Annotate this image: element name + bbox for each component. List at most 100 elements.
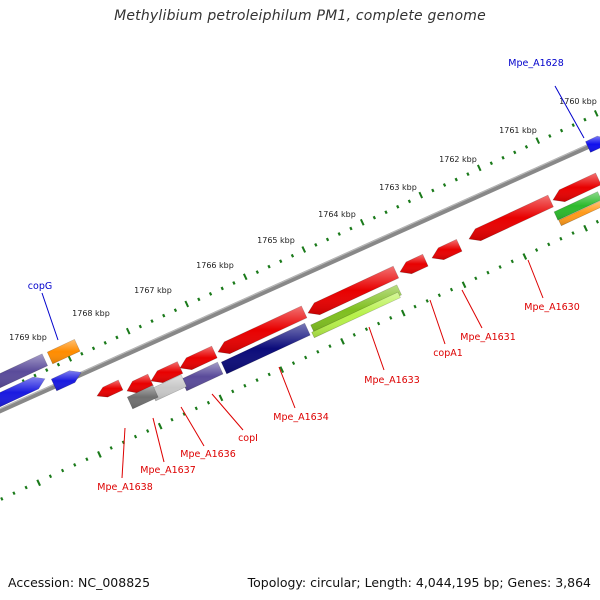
feature-tracks bbox=[0, 135, 600, 410]
minor-tick bbox=[45, 368, 49, 372]
cds-mpe-a1628 bbox=[585, 135, 600, 153]
minor-tick bbox=[513, 150, 517, 155]
map-title: Methylibium petroleiphilum PM1, complete… bbox=[114, 8, 486, 24]
leader-mpe-a1634 bbox=[278, 366, 296, 409]
inner-major-tick bbox=[461, 281, 467, 289]
minor-tick bbox=[337, 232, 341, 236]
minor-tick bbox=[56, 362, 61, 367]
inner-major-tick bbox=[583, 224, 588, 232]
inner-minor-tick bbox=[243, 383, 247, 388]
leader-mpe-a1630 bbox=[527, 259, 544, 299]
rrna-copg bbox=[46, 339, 81, 365]
tick-label: 1761 kbp bbox=[499, 126, 537, 135]
tick-label: 1769 kbp bbox=[9, 333, 47, 342]
cds-mpe-a1636 bbox=[150, 361, 184, 384]
gene-mpe-a1636-shine bbox=[150, 374, 187, 401]
label-mpe-a1636: Mpe_A1636 bbox=[180, 449, 236, 460]
inner-minor-tick bbox=[194, 406, 198, 411]
tick-label: 1760 kbp bbox=[559, 97, 597, 106]
major-tick bbox=[184, 300, 190, 308]
inner-minor-tick bbox=[413, 304, 417, 309]
minor-tick bbox=[279, 259, 283, 264]
inner-minor-tick bbox=[267, 372, 271, 377]
cds-copi-shine bbox=[180, 346, 218, 370]
inner-minor-tick bbox=[109, 446, 113, 450]
inner-minor-tick bbox=[255, 378, 259, 382]
cds-mpe-a1630 bbox=[468, 194, 554, 242]
cds-mpe-a1638-shine bbox=[97, 380, 123, 398]
rrna-mpe-a1630 bbox=[558, 200, 600, 227]
minor-tick bbox=[115, 335, 119, 340]
leader-mpe-a1633 bbox=[368, 326, 385, 371]
gene-mpe-a1637 bbox=[126, 384, 159, 410]
inner-minor-tick bbox=[498, 265, 502, 269]
inner-minor-tick bbox=[486, 270, 490, 275]
label-mpe-a1634: Mpe_A1634 bbox=[273, 412, 329, 423]
label-copg: copG bbox=[28, 281, 52, 292]
minor-tick bbox=[162, 313, 166, 318]
leader-copa1 bbox=[429, 299, 446, 345]
inner-minor-tick bbox=[595, 219, 599, 224]
tick-label: 1765 kbp bbox=[257, 236, 295, 245]
inner-minor-tick bbox=[304, 355, 308, 360]
inner-minor-tick bbox=[231, 389, 235, 394]
inner-minor-tick bbox=[364, 327, 369, 332]
minor-tick bbox=[431, 188, 435, 193]
rrna-copg-shine bbox=[47, 339, 80, 364]
major-tick bbox=[593, 110, 599, 117]
leader-mpe-a1628 bbox=[554, 85, 585, 139]
inner-major-tick bbox=[157, 422, 163, 430]
minor-tick bbox=[208, 292, 213, 296]
gene-mpe-a1634-shine bbox=[221, 323, 311, 374]
label-copi: copI bbox=[238, 433, 258, 444]
minor-tick bbox=[267, 264, 271, 269]
inner-minor-tick bbox=[328, 344, 332, 349]
major-tick bbox=[301, 246, 307, 253]
backbone bbox=[0, 138, 600, 414]
label-copa1: copA1 bbox=[433, 348, 463, 359]
gene-mpe-a1634 bbox=[220, 322, 311, 375]
gene-mpe-a1630-b-shine bbox=[554, 191, 600, 221]
major-tick bbox=[476, 164, 482, 172]
tick-label: 1768 kbp bbox=[72, 309, 110, 318]
cds-copi bbox=[179, 345, 218, 371]
major-tick bbox=[418, 191, 424, 199]
minor-tick bbox=[91, 346, 96, 351]
minor-tick bbox=[255, 270, 259, 274]
inner-minor-tick bbox=[170, 417, 174, 422]
minor-tick bbox=[454, 177, 458, 182]
major-tick bbox=[67, 355, 73, 362]
cds-copg-2 bbox=[50, 370, 82, 392]
leader-mpe-a1638 bbox=[121, 427, 126, 479]
minor-tick bbox=[442, 183, 447, 187]
cds-mpe-a1630-a-shine bbox=[553, 173, 600, 202]
inner-minor-tick bbox=[559, 236, 563, 241]
inner-minor-tick bbox=[206, 400, 211, 405]
inner-minor-tick bbox=[547, 242, 551, 247]
inner-minor-tick bbox=[449, 287, 454, 292]
cds-copa1-shine bbox=[400, 254, 429, 274]
minor-tick bbox=[466, 172, 470, 176]
gene-mpe-a1633-hl-shine bbox=[311, 292, 401, 338]
backbone-highlight bbox=[0, 138, 600, 410]
tick-rings: 1760 kbp 1761 kbp 1762 kbp 1763 kbp 1764 kbp… bbox=[0, 97, 599, 501]
gene-copg-shine bbox=[0, 353, 48, 388]
minor-tick bbox=[173, 308, 178, 313]
cds-mpe-a1634-shine bbox=[218, 306, 307, 354]
inner-minor-tick bbox=[352, 333, 356, 337]
cds-mpe-a1634 bbox=[217, 305, 308, 355]
minor-tick bbox=[232, 281, 236, 285]
inner-major-tick bbox=[218, 394, 224, 402]
label-mpe-a1637: Mpe_A1637 bbox=[140, 465, 196, 476]
minor-tick bbox=[197, 297, 201, 302]
tick-label: 1762 kbp bbox=[439, 155, 477, 164]
inner-minor-tick bbox=[73, 463, 77, 467]
minor-tick bbox=[396, 204, 400, 209]
major-tick bbox=[535, 137, 541, 145]
leader-copg bbox=[41, 292, 59, 341]
rrna-mpe-a1630-shine bbox=[558, 201, 600, 226]
inner-major-tick bbox=[279, 366, 285, 374]
leader-mpe-a1636 bbox=[180, 406, 205, 447]
major-tick bbox=[242, 273, 248, 281]
